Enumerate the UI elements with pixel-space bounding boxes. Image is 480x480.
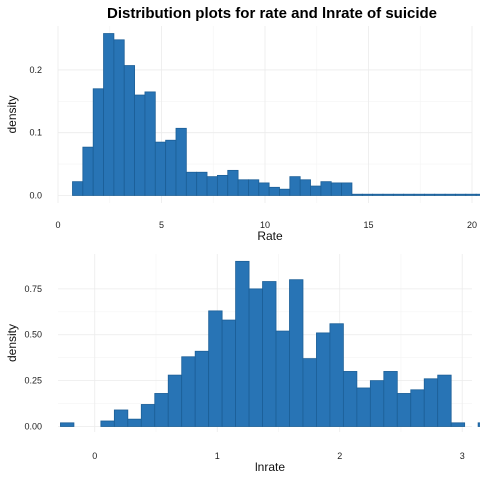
x-tick-label: 5 <box>159 220 164 230</box>
x-tick-label: 10 <box>260 220 270 230</box>
histogram-bar <box>279 188 291 196</box>
histogram-bar <box>175 127 187 196</box>
histogram-bar <box>410 389 425 427</box>
x-tick-label: 3 <box>460 451 465 461</box>
histogram-bar <box>341 182 353 196</box>
histogram-bar <box>113 409 129 427</box>
histogram-bar <box>196 171 208 196</box>
histogram-bar <box>167 374 183 427</box>
x-axis-label: lnrate <box>255 460 285 474</box>
x-tick-label: 0 <box>92 451 97 461</box>
histogram-bar <box>221 319 237 427</box>
histogram-bar <box>329 323 344 427</box>
histogram-bar <box>310 185 322 196</box>
histogram-bar <box>320 181 332 196</box>
y-axis-label: density <box>5 95 19 133</box>
x-tick-label: 2 <box>337 451 342 461</box>
x-tick-label: 15 <box>363 220 373 230</box>
histogram-bar <box>413 193 425 196</box>
histogram-bar <box>127 418 142 427</box>
histogram-bar <box>235 260 250 427</box>
histogram-bar <box>268 186 280 196</box>
histogram-bar <box>165 139 177 196</box>
histogram-bar <box>144 91 156 196</box>
histogram-bar <box>299 179 311 196</box>
histogram-bar <box>444 193 456 196</box>
histogram-bar <box>382 193 394 196</box>
histogram-bar <box>185 171 198 196</box>
histogram-bar <box>60 422 75 427</box>
histogram-bar <box>181 356 196 427</box>
histogram-bar <box>434 193 446 196</box>
histogram-bars <box>60 260 480 427</box>
histogram-bar <box>465 193 477 196</box>
histogram-bar <box>237 179 249 196</box>
histogram-bar <box>258 182 270 196</box>
histogram-bar <box>423 378 439 427</box>
y-axis-label: density <box>5 324 19 362</box>
y-tick-label: 0.2 <box>29 65 42 75</box>
histogram-bar <box>248 179 260 196</box>
histogram-bar <box>403 193 415 196</box>
x-tick-label: 0 <box>55 220 60 230</box>
histogram-bar <box>113 39 125 196</box>
histogram-bar <box>342 371 358 427</box>
lnrate-histogram-panel: 0 1 2 3 0.00 0.25 0.50 0.75 lnrate density <box>5 254 480 474</box>
histogram-bar <box>372 193 384 196</box>
histogram-bar <box>82 146 94 196</box>
x-tick-label: 20 <box>467 220 477 230</box>
histogram-bar <box>455 193 467 196</box>
y-tick-label: 0.50 <box>24 330 42 340</box>
histogram-bars <box>72 33 480 196</box>
histogram-bar <box>227 169 239 196</box>
histogram-bar <box>216 174 229 196</box>
y-tick-label: 0.00 <box>24 421 42 431</box>
histogram-bar <box>450 422 466 427</box>
histogram-bar <box>248 288 263 427</box>
histogram-bar <box>361 193 374 196</box>
histogram-bar <box>289 176 301 196</box>
histogram-bar <box>262 281 277 427</box>
y-tick-label: 0.1 <box>29 128 42 138</box>
y-tick-label: 0.75 <box>24 284 42 294</box>
histogram-bar <box>316 332 331 427</box>
histogram-bar <box>351 193 363 196</box>
y-tick-label: 0.0 <box>29 190 42 200</box>
histogram-bar <box>356 387 371 427</box>
histogram-bar <box>72 181 84 196</box>
x-tick-label: 1 <box>215 451 220 461</box>
histogram-bar <box>154 393 169 427</box>
histogram-bar <box>289 279 304 427</box>
histogram-bar <box>103 33 115 196</box>
rate-histogram-panel: 0 5 10 15 20 0.0 0.1 0.2 Rate density <box>5 26 480 243</box>
histogram-bar <box>396 393 412 427</box>
chart-title: Distribution plots for rate and lnrate o… <box>107 5 437 22</box>
histogram-bar <box>134 94 146 196</box>
histogram-bar <box>92 88 104 196</box>
histogram-bar <box>392 193 405 196</box>
histogram-bar <box>423 193 436 196</box>
histogram-bar <box>330 182 342 196</box>
histogram-bar <box>369 380 385 427</box>
histogram-bar <box>475 193 480 196</box>
histogram-bar <box>437 374 452 427</box>
histogram-bar <box>154 141 167 196</box>
histogram-bar <box>383 371 398 427</box>
histogram-bar <box>208 310 223 427</box>
histogram-bar <box>194 350 210 427</box>
y-tick-label: 0.25 <box>24 376 42 386</box>
histogram-bar <box>206 176 218 196</box>
histogram-bar <box>275 330 290 427</box>
histogram-bar <box>477 422 480 427</box>
histogram-bar <box>302 358 317 427</box>
histogram-bar <box>140 404 156 427</box>
x-axis-label: Rate <box>257 229 283 243</box>
histogram-bar <box>123 65 135 196</box>
histogram-bar <box>100 420 115 427</box>
